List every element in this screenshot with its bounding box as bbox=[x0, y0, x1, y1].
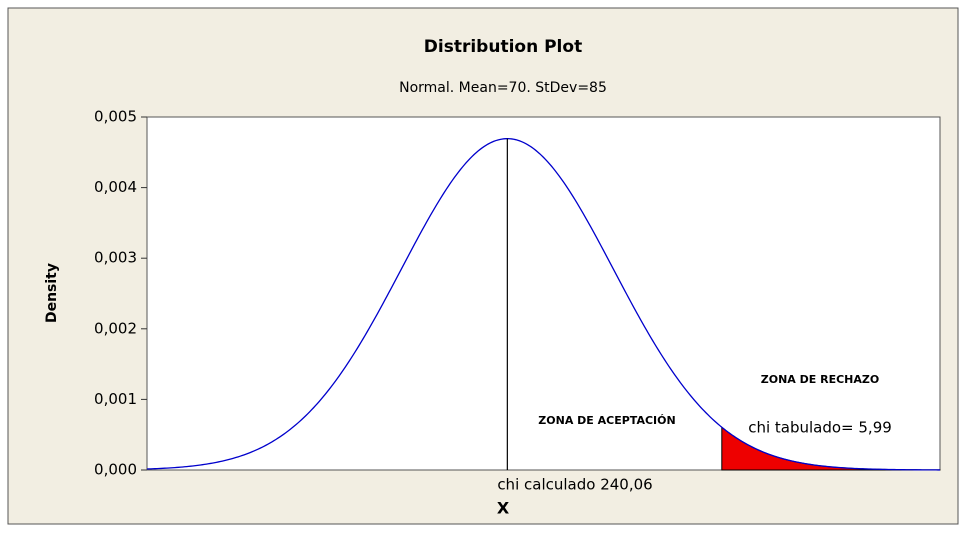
y-axis-label: Density bbox=[44, 263, 60, 323]
annotation: chi tabulado= 5,99 bbox=[748, 419, 892, 437]
plot-area bbox=[146, 116, 941, 471]
annotation: ZONA DE ACEPTACIÓN bbox=[538, 414, 675, 427]
annotation: chi calculado 240,06 bbox=[497, 476, 652, 494]
y-tick-label: 0,002 bbox=[94, 319, 137, 337]
y-tick-label: 0,001 bbox=[94, 390, 137, 408]
y-tick-label: 0,000 bbox=[94, 461, 137, 479]
density-curve bbox=[146, 137, 941, 471]
annotation: ZONA DE RECHAZO bbox=[761, 373, 879, 386]
y-tick-label: 0,003 bbox=[94, 249, 137, 267]
x-axis-label: X bbox=[497, 499, 510, 518]
y-tick-label: 0,004 bbox=[94, 178, 137, 196]
chart-subtitle: Normal. Mean=70. StDev=85 bbox=[399, 80, 607, 96]
chart-title: Distribution Plot bbox=[424, 37, 582, 57]
y-tick-label: 0,005 bbox=[94, 108, 137, 126]
